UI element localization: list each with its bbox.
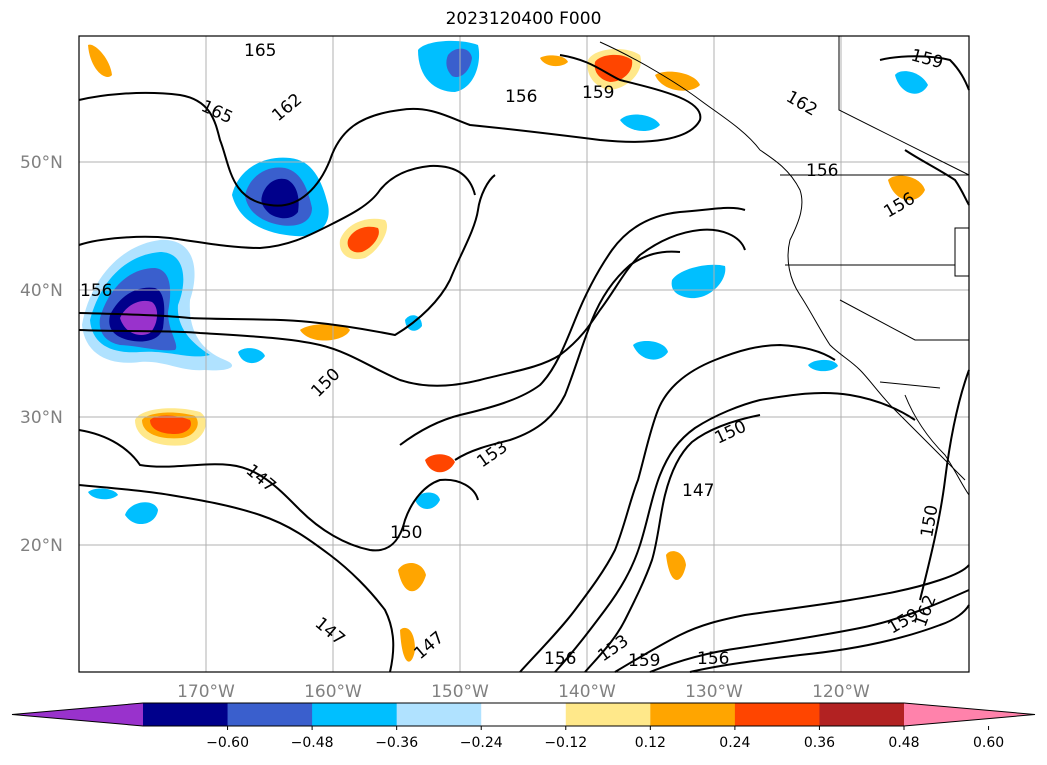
lat-label: 40°N [20,281,63,301]
lon-labels: 170°W 160°W 150°W 140°W 130°W 120°W [177,682,870,702]
neg-small-6 [238,348,265,364]
contour-label: 156 [806,161,838,181]
pos-small-3 [425,454,455,473]
colorbar-segment [396,703,482,726]
neg-small-8 [415,492,440,509]
lon-label: 140°W [558,682,616,702]
neg-small-1 [620,114,660,132]
colorbar-tick-label: −0.60 [206,735,249,751]
lon-label: 150°W [431,682,489,702]
colorbar-segment [227,703,313,726]
colorbar-segment [819,703,905,726]
colorbar-segment [734,703,820,726]
colorbar: −0.60 −0.48 −0.36 −0.24 −0.12 0.12 0.24 0.36 0.4… [11,702,1036,751]
pos-small-7 [400,627,415,662]
map-frame [78,35,970,673]
contour-label: 156 [697,649,729,669]
contour-label: 156 [505,87,537,107]
lat-labels: 50°N 40°N 30°N 20°N [20,153,63,556]
colorbar-tick-label: 0.24 [719,735,750,751]
contour-label: 156 [80,281,112,301]
contour-label: 156 [544,649,576,669]
neg-blob-west-5 [120,300,158,336]
colorbar-tick-label: 0.60 [973,735,1004,751]
pos-blob-2c [150,415,191,434]
pos-small-1 [88,44,112,77]
contour-label: 147 [682,481,714,501]
neg-small-5 [88,488,118,500]
map-area [79,36,969,672]
pos-small-8 [540,55,568,67]
height-contours [78,54,970,673]
colorbar-tick-label: −0.48 [291,735,334,751]
lat-label: 30°N [20,408,63,428]
lon-label: 120°W [812,682,870,702]
lat-label: 50°N [20,153,63,173]
lon-label: 170°W [177,682,235,702]
neg-small-4 [125,502,158,525]
colorbar-extend-low [12,703,143,726]
shaded-anomalies [82,40,928,662]
pos-small-2 [300,324,350,341]
colorbar-tick-label: 0.36 [804,735,835,751]
colorbar-segment [481,703,567,726]
pos-small-4 [398,563,426,592]
pos-small-5 [666,551,686,580]
contour-label: 159 [628,651,660,671]
pos-small-6 [888,175,925,201]
colorbar-outline [11,702,1036,727]
pos-blob-top-2 [594,54,633,82]
contour-label: 150 [390,523,422,543]
neg-small-3 [633,340,668,360]
pos-small-9 [655,71,700,91]
colorbar-segment [650,703,736,726]
contour-label: 159 [582,83,614,103]
colorbar-tick-label: −0.24 [460,735,503,751]
map-title: 2023120400 F000 [445,9,602,29]
neg-small-10 [895,71,928,94]
colorbar-extend-high [904,703,1035,726]
pos-blob-1b [347,226,379,253]
neg-small-9 [808,359,838,372]
colorbar-segment [312,703,398,726]
colorbar-tick-label: −0.12 [544,735,587,751]
colorbar-segment [565,703,651,726]
neg-blob-top-2 [446,48,472,78]
contour-label: 165 [244,41,276,61]
colorbar-tick-label: 0.48 [888,735,919,751]
coastlines [599,36,970,496]
colorbar-segment [143,703,229,726]
colorbar-tick-label: 0.12 [635,735,666,751]
lon-label: 130°W [685,682,743,702]
lon-label: 160°W [304,682,362,702]
neg-blob-north-3 [261,178,299,219]
lat-label: 20°N [20,536,63,556]
colorbar-tick-label: −0.36 [375,735,418,751]
